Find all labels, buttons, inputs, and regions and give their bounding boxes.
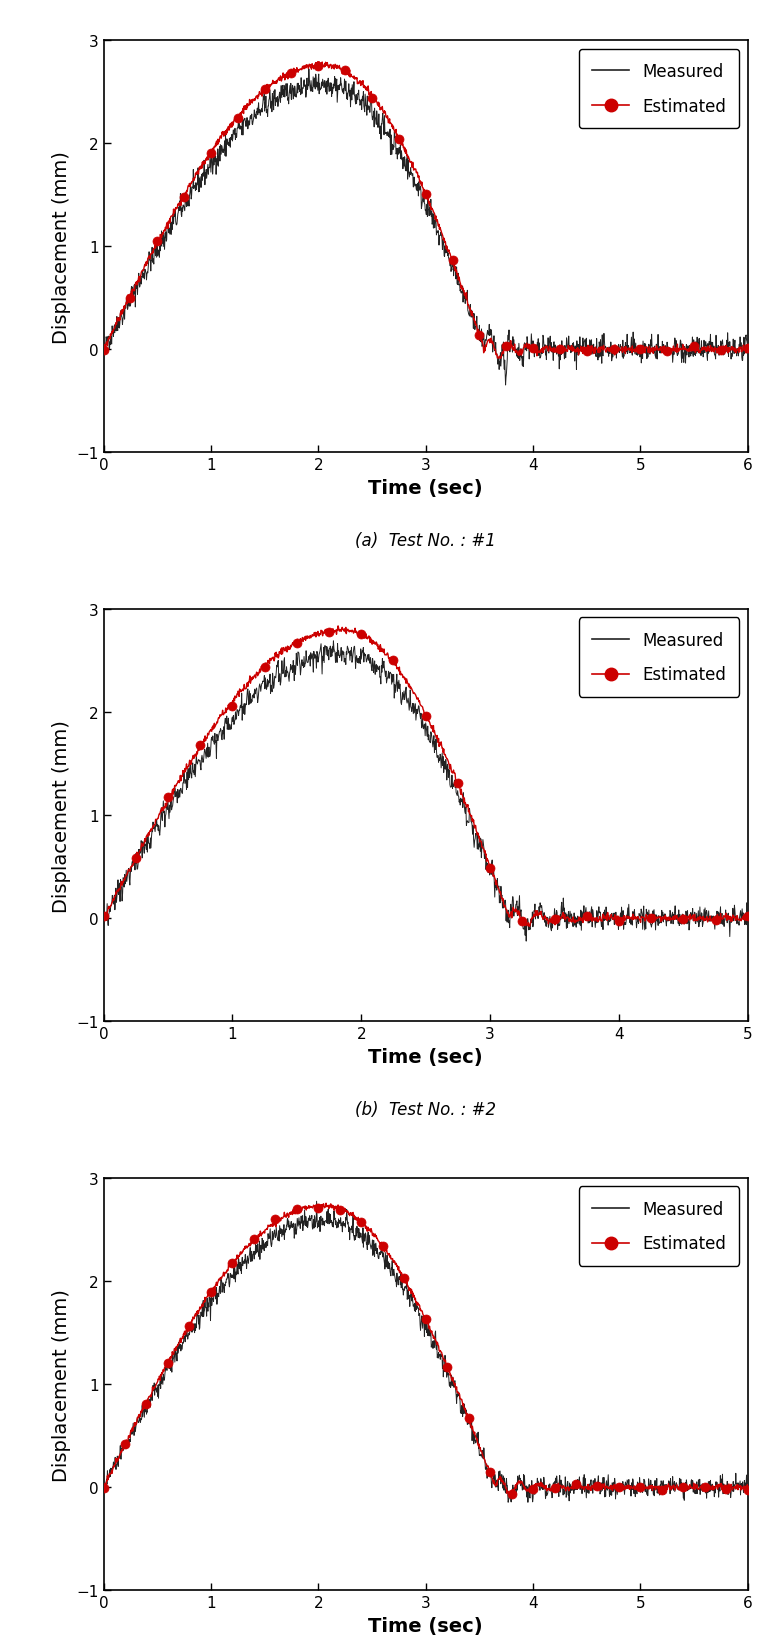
Measured [474,1439,483,1458]
Measured [99,1477,108,1496]
Text: (b)  Test No. : #2: (b) Test No. : #2 [355,1101,496,1117]
Measured [433,747,443,766]
Measured [99,339,108,359]
Measured [354,654,364,674]
Y-axis label: Displacement (mm): Displacement (mm) [51,152,71,343]
Line: Measured: Measured [104,69,748,386]
Legend: Measured, Estimated: Measured, Estimated [579,49,739,129]
Measured [99,911,108,931]
Measured [244,112,253,132]
Measured [743,913,752,933]
Measured [743,1475,752,1495]
X-axis label: Time (sec): Time (sec) [368,478,483,498]
Measured [107,887,117,906]
Measured [501,376,510,396]
Line: Measured: Measured [104,641,748,941]
Measured [295,81,304,101]
Measured [662,1478,671,1498]
Line: Measured: Measured [104,1201,748,1503]
Measured [713,905,722,925]
Text: (a)  Test No. : #1: (a) Test No. : #1 [355,531,496,549]
Y-axis label: Displacement (mm): Displacement (mm) [51,720,71,911]
Legend: Measured, Estimated: Measured, Estimated [579,618,739,697]
Measured [488,850,497,870]
Measured [329,631,338,651]
Measured [244,1249,253,1269]
Y-axis label: Displacement (mm): Displacement (mm) [51,1289,71,1480]
Measured [474,326,483,346]
X-axis label: Time (sec): Time (sec) [368,1615,483,1635]
Measured [640,1482,650,1501]
Measured [545,915,554,934]
Measured [295,1220,304,1239]
Measured [523,1493,532,1513]
Measured [147,239,156,259]
Measured [304,59,314,79]
Legend: Measured, Estimated: Measured, Estimated [579,1187,739,1266]
Measured [662,338,671,358]
X-axis label: Time (sec): Time (sec) [368,1046,483,1066]
Measured [522,931,531,951]
Measured [640,338,650,358]
Measured [312,1192,321,1211]
Measured [743,336,752,356]
Measured [147,1391,156,1411]
